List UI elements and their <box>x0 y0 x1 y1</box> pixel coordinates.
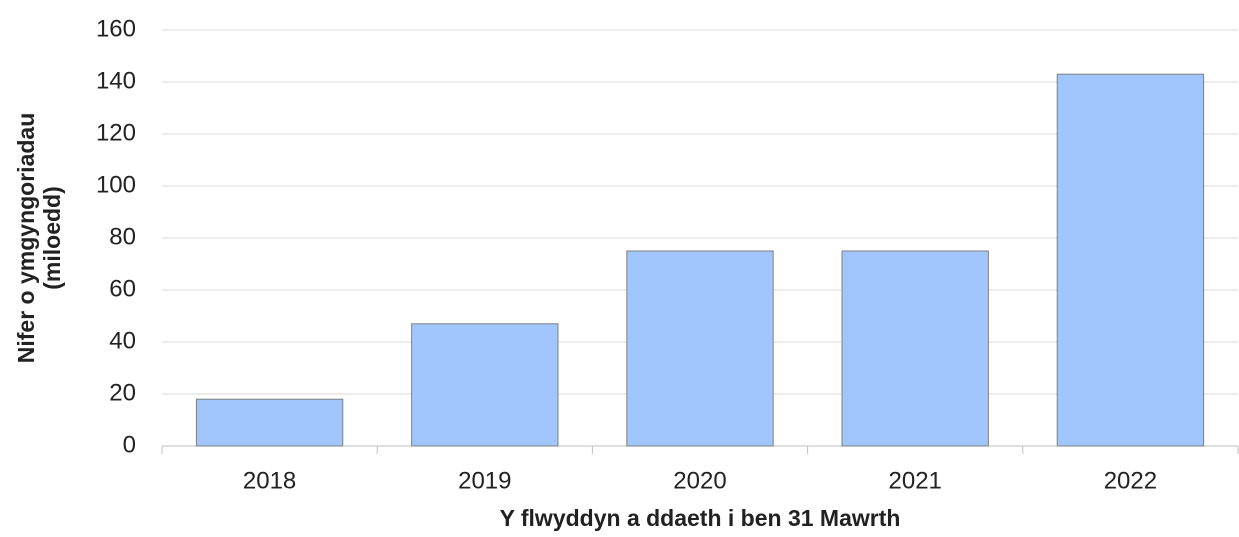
y-axis-title-line: (miloedd) <box>39 186 65 290</box>
bar <box>411 323 559 447</box>
bar <box>1056 73 1205 447</box>
y-tick-label: 120 <box>96 119 136 146</box>
bar <box>626 250 774 447</box>
y-tick-label: 60 <box>109 275 136 302</box>
y-axis-title: Nifer o ymgyngoriadau (miloedd) <box>13 113 65 363</box>
x-tick-label: 2021 <box>889 467 942 494</box>
bar <box>841 250 989 447</box>
x-tick-label: 2018 <box>243 467 296 494</box>
y-tick-label: 0 <box>123 431 136 458</box>
y-axis-title-line: Nifer o ymgyngoriadau <box>13 113 39 363</box>
y-tick-label: 80 <box>109 223 136 250</box>
x-tick-label: 2022 <box>1104 467 1157 494</box>
y-tick-label: 140 <box>96 67 136 94</box>
bar <box>195 398 344 447</box>
y-tick-label: 40 <box>109 327 136 354</box>
x-tick-label: 2020 <box>673 467 726 494</box>
y-tick-label: 20 <box>109 379 136 406</box>
y-tick-label: 160 <box>96 15 136 42</box>
x-tick-label: 2019 <box>458 467 511 494</box>
y-tick-label: 100 <box>96 171 136 198</box>
x-axis-title: Y flwyddyn a ddaeth i ben 31 Mawrth <box>500 505 901 531</box>
